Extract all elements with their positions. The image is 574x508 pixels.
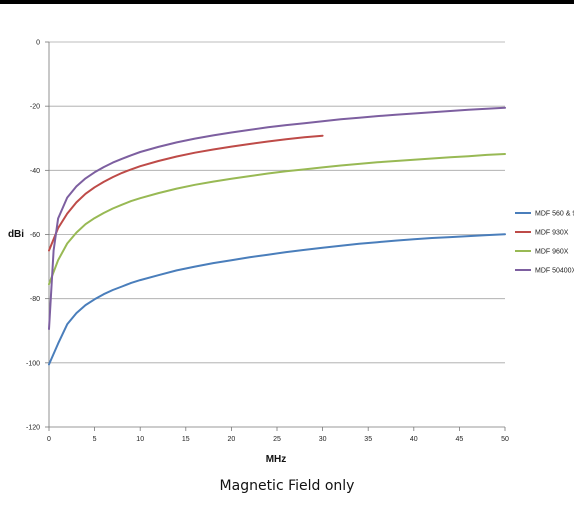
series-lines (48, 106, 506, 366)
top-border-rule (0, 0, 574, 4)
y-tick-label: -80 (30, 296, 40, 303)
tick-labels: 0 -20 -40 -60 -80 -100 -120 0 5 10 15 20 25 30 35 40 45 5… (26, 40, 509, 444)
legend-label-4: MDF 50400X (535, 268, 574, 275)
x-tick-label: 50 (501, 436, 509, 443)
y-tick-label: 0 (36, 40, 40, 47)
y-axis-label: dBi (8, 229, 24, 240)
series-line-1 (48, 233, 506, 366)
figure-caption: Magnetic Field only (219, 478, 355, 494)
x-tick-label: 15 (182, 436, 190, 443)
legend-label-2: MDF 930X (535, 230, 569, 237)
x-tick-label: 0 (47, 436, 51, 443)
series-line-4 (48, 106, 506, 331)
y-tick-label: -60 (30, 232, 40, 239)
x-tick-label: 30 (319, 436, 327, 443)
x-tick-label: 10 (136, 436, 144, 443)
legend-label-3: MDF 960X (535, 249, 569, 256)
line-chart: 0 -20 -40 -60 -80 -100 -120 0 5 10 15 20 25 30 35 40 45 5… (8, 40, 574, 466)
x-tick-label: 5 (93, 436, 97, 443)
legend-label-1: MDF 560 & 940X (535, 211, 574, 218)
y-tick-label: -40 (30, 168, 40, 175)
legend: MDF 560 & 940X MDF 930X MDF 960X MDF 50400X (515, 211, 574, 275)
series-line-2 (48, 134, 324, 252)
x-tick-label: 20 (228, 436, 236, 443)
y-tick-label: -100 (26, 360, 40, 367)
y-tick-label: -20 (30, 104, 40, 111)
series-line-3 (48, 153, 506, 286)
x-tick-label: 45 (456, 436, 464, 443)
x-tick-label: 25 (273, 436, 281, 443)
axes (45, 41, 506, 431)
gridlines (49, 41, 505, 364)
x-tick-label: 35 (364, 436, 372, 443)
x-axis-label: MHz (266, 454, 287, 465)
x-tick-label: 40 (410, 436, 418, 443)
y-tick-label: -120 (26, 425, 40, 432)
